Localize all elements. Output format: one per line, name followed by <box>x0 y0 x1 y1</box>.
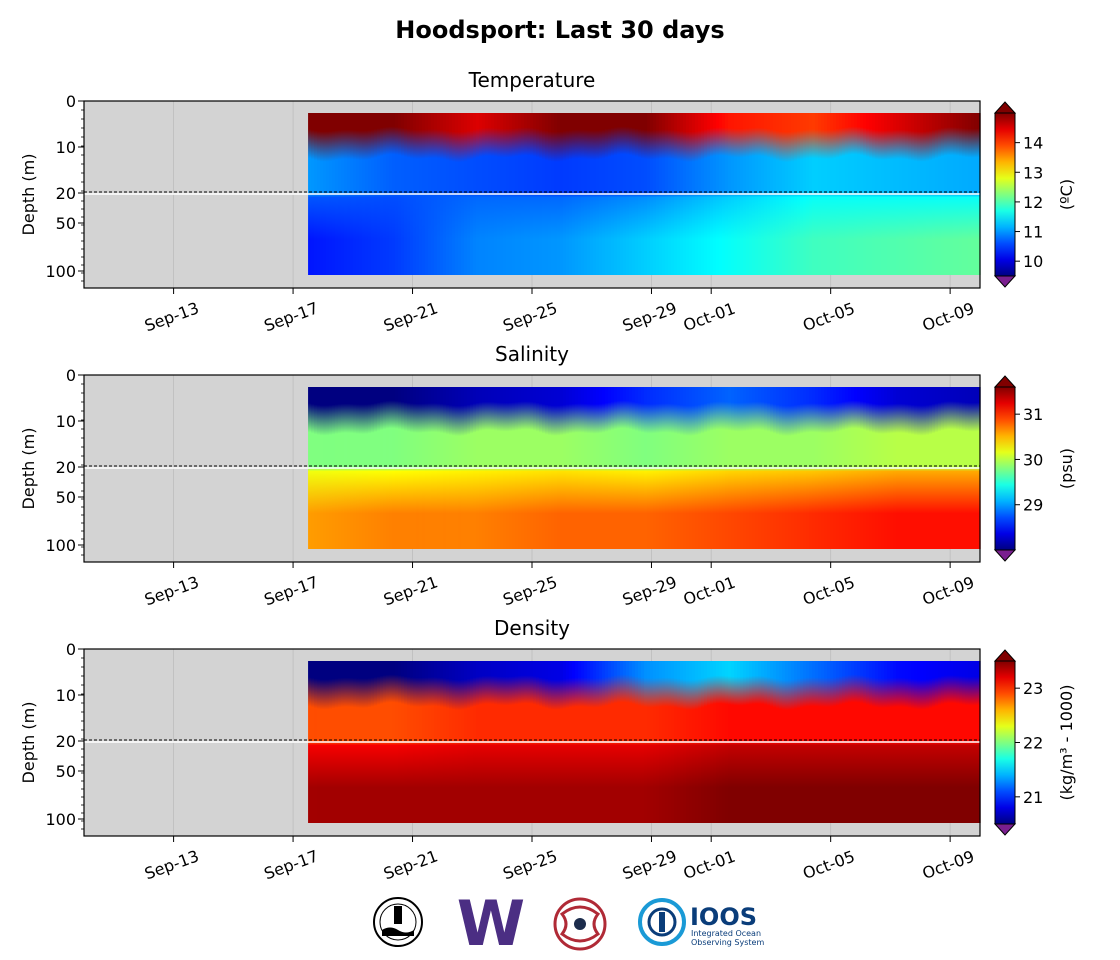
svg-text:Integrated Ocean: Integrated Ocean <box>691 929 761 938</box>
x-tick-label: Sep-13 <box>142 572 201 609</box>
colorbar-tick-label: 21 <box>1023 788 1043 807</box>
x-tick-label: Oct-01 <box>681 573 738 609</box>
colorbar-tick-label: 11 <box>1023 223 1043 242</box>
panel-density: Density 0 10 20 50 100 Depth (m) Sep-13 Sep-17 Se… <box>19 616 1076 883</box>
colorbar-label: (kg/m³ - 1000) <box>1057 685 1076 801</box>
colorbar-extend-min <box>993 823 1017 836</box>
x-tick-label: Oct-09 <box>920 299 977 335</box>
colorbar-tick-label: 13 <box>1023 163 1043 182</box>
x-tick-label: Sep-25 <box>500 298 559 335</box>
y-tick-label: 100 <box>45 536 76 555</box>
y-tick-label: 10 <box>56 138 76 157</box>
y-tick-label: 100 <box>45 262 76 281</box>
svg-text:Observing System: Observing System <box>691 938 764 947</box>
colorbar-tick-label: 29 <box>1023 496 1043 515</box>
page-title: Hoodsport: Last 30 days <box>395 16 724 44</box>
colorbar-tick-label: 14 <box>1023 134 1043 153</box>
colorbar <box>994 112 1016 277</box>
x-tick-label: Oct-01 <box>681 299 738 335</box>
colorbar-tick-label: 30 <box>1023 450 1043 469</box>
y-tick-label: 0 <box>66 640 76 659</box>
x-tick-label: Sep-29 <box>620 298 679 335</box>
panel-title: Temperature <box>468 68 596 92</box>
x-tick-label: Sep-17 <box>261 846 320 883</box>
tribal-art-logo <box>553 897 607 951</box>
y-tick-label: 20 <box>56 458 76 477</box>
colorbar-extend-min <box>993 549 1017 562</box>
y-tick-label: 0 <box>66 92 76 111</box>
colorbar-label: (ºC) <box>1057 179 1076 210</box>
x-tick-label: Sep-17 <box>261 298 320 335</box>
y-axis-label: Depth (m) <box>19 428 38 510</box>
x-tick-label: Sep-13 <box>142 298 201 335</box>
x-tick-label: Oct-05 <box>800 573 857 609</box>
x-tick-label: Sep-29 <box>620 846 679 883</box>
x-tick-label: Oct-05 <box>800 299 857 335</box>
colorbar <box>994 386 1016 551</box>
x-tick-label: Oct-09 <box>920 573 977 609</box>
x-tick-label: Sep-13 <box>142 846 201 883</box>
panel-title: Density <box>494 616 570 640</box>
colorbar-tick-label: 10 <box>1023 252 1043 271</box>
panel-temperature: Temperature 0 10 20 50 100 Depth (m) Sep-13 Sep-… <box>19 68 1076 335</box>
y-tick-label: 0 <box>66 366 76 385</box>
x-tick-label: Oct-09 <box>920 847 977 883</box>
colorbar-tick-label: 12 <box>1023 193 1043 212</box>
x-tick-label: Sep-25 <box>500 846 559 883</box>
colorbar-tick-label: 31 <box>1023 405 1043 424</box>
svg-text:IOOS: IOOS <box>690 903 757 931</box>
y-axis-label: Depth (m) <box>19 154 38 236</box>
x-tick-label: Sep-21 <box>381 298 440 335</box>
y-tick-label: 20 <box>56 732 76 751</box>
y-tick-label: 10 <box>56 686 76 705</box>
colorbar <box>994 660 1016 825</box>
y-tick-label: 50 <box>56 214 76 233</box>
y-tick-label: 50 <box>56 488 76 507</box>
panel-title: Salinity <box>495 342 569 366</box>
uw-logo: W <box>457 887 525 960</box>
y-tick-label: 20 <box>56 184 76 203</box>
colorbar-tick-label: 23 <box>1023 679 1043 698</box>
colorbar-label: (psu) <box>1057 448 1076 489</box>
colorbar-tick-label: 22 <box>1023 734 1043 753</box>
y-tick-label: 100 <box>45 810 76 829</box>
colorbar-extend-max <box>993 101 1017 114</box>
colorbar-extend-max <box>993 649 1017 662</box>
nanoos-seal-logo <box>373 897 423 947</box>
svg-text:W: W <box>457 887 525 960</box>
x-tick-label: Sep-29 <box>620 572 679 609</box>
colorbar-extend-max <box>993 375 1017 388</box>
colorbar-extend-min <box>993 275 1017 288</box>
y-axis-label: Depth (m) <box>19 702 38 784</box>
x-tick-label: Sep-21 <box>381 846 440 883</box>
x-tick-label: Sep-21 <box>381 572 440 609</box>
y-tick-label: 50 <box>56 762 76 781</box>
x-tick-label: Oct-01 <box>681 847 738 883</box>
panel-salinity: Salinity 0 10 20 50 100 Depth (m) Sep-13 Sep-17 S… <box>19 342 1076 609</box>
y-tick-label: 10 <box>56 412 76 431</box>
x-tick-label: Sep-25 <box>500 572 559 609</box>
x-tick-label: Sep-17 <box>261 572 320 609</box>
x-tick-label: Oct-05 <box>800 847 857 883</box>
